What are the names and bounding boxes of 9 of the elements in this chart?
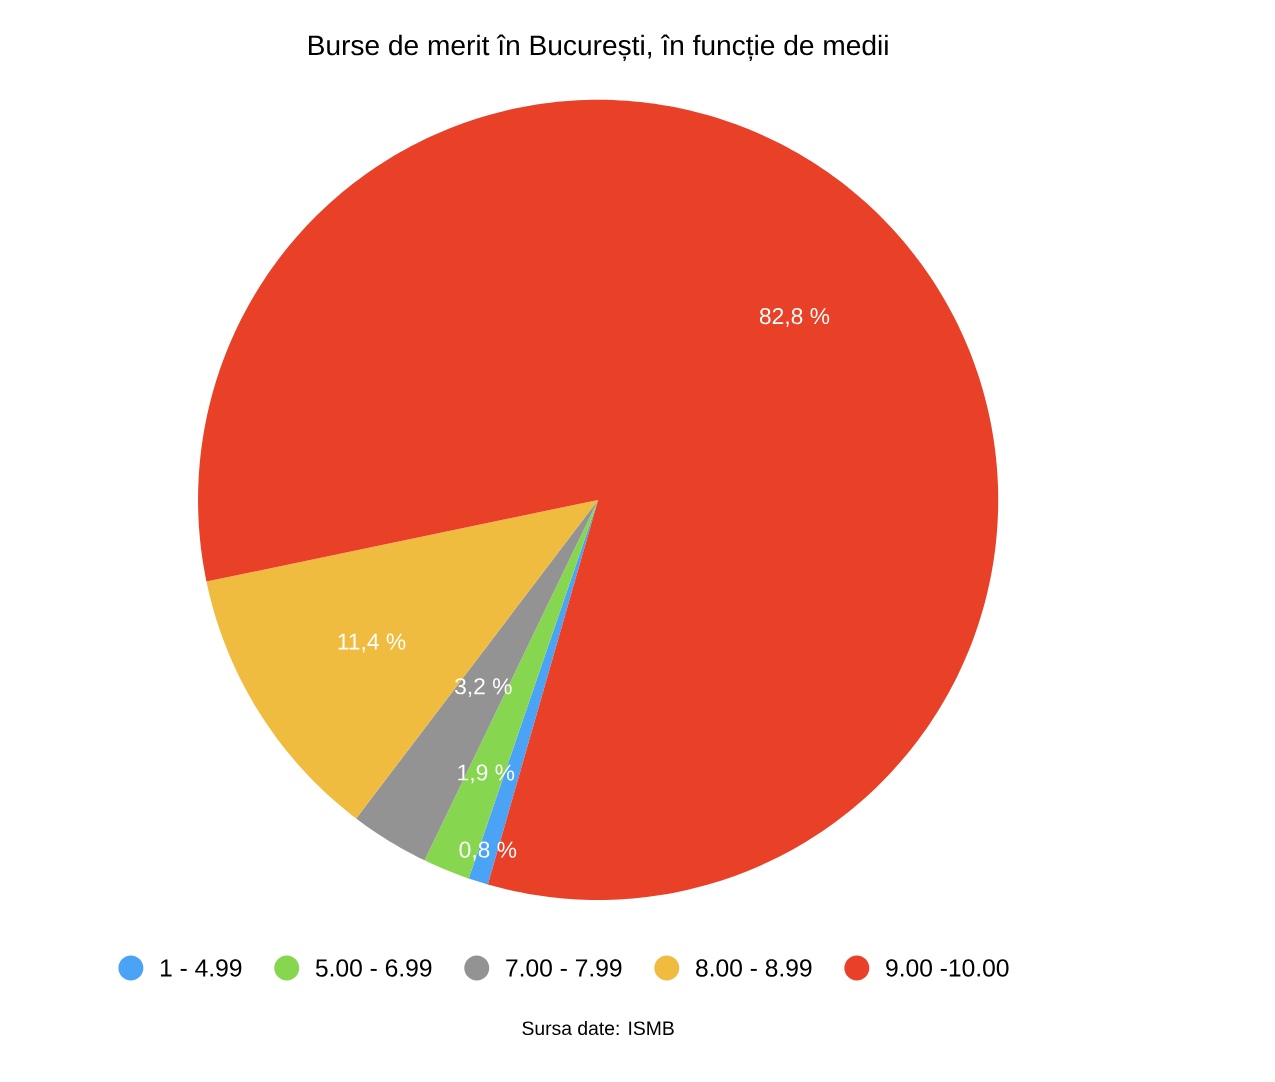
legend-label: 1 - 4.99 [160,959,242,977]
chart-title: Burse de merit în București, în funcție de medii [308,34,888,61]
data-label: 82,8 % [759,308,830,327]
legend-label: 8.00 - 8.99 [696,959,812,977]
legend-label: 5.00 - 6.99 [315,959,432,977]
legend-label: 9.00 -10.00 [886,959,1009,977]
legend-label: 7.00 - 7.99 [506,959,622,977]
data-label: 11,4 % [338,633,406,653]
text: Sursa date: ISMB [522,1020,674,1036]
